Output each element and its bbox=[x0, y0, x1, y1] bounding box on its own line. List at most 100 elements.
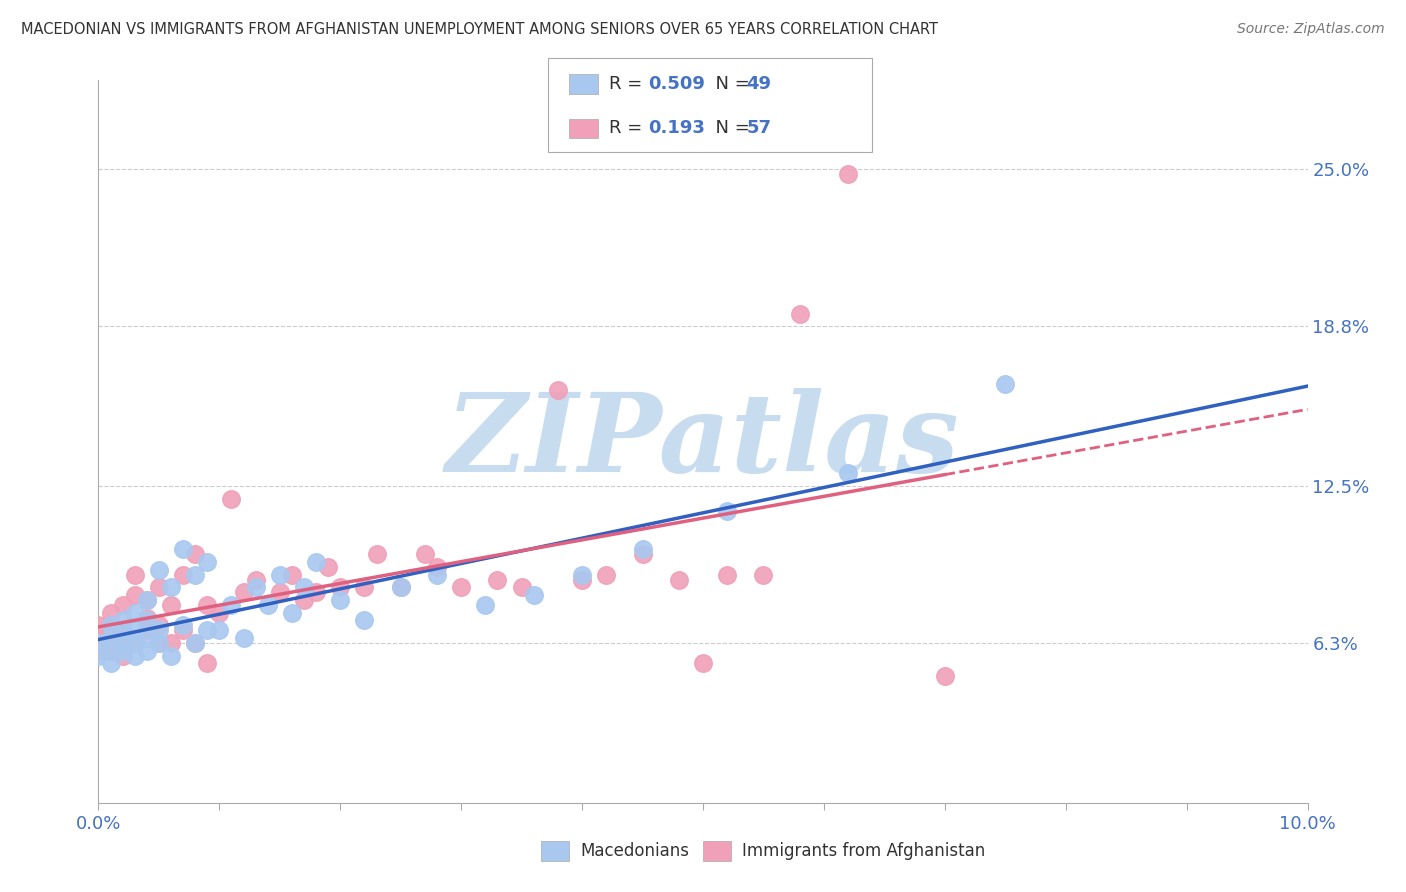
Point bbox=[571, 573, 593, 587]
Point bbox=[281, 567, 304, 582]
Point bbox=[184, 636, 207, 650]
Point bbox=[148, 636, 170, 650]
Point bbox=[426, 560, 449, 574]
Point bbox=[87, 618, 110, 632]
Point bbox=[172, 618, 194, 632]
Point bbox=[195, 598, 218, 612]
Text: 0.509: 0.509 bbox=[648, 75, 704, 93]
Point bbox=[184, 567, 207, 582]
Point bbox=[221, 598, 243, 612]
Point bbox=[221, 491, 243, 506]
Point bbox=[111, 624, 134, 638]
Point bbox=[135, 631, 157, 645]
Point bbox=[486, 573, 509, 587]
Point bbox=[195, 624, 218, 638]
Point bbox=[87, 643, 110, 657]
Point bbox=[100, 618, 122, 632]
Point bbox=[474, 598, 496, 612]
Text: N =: N = bbox=[704, 75, 756, 93]
Point bbox=[631, 542, 654, 557]
Point bbox=[160, 648, 183, 663]
Point bbox=[124, 606, 146, 620]
Point bbox=[523, 588, 546, 602]
Point bbox=[111, 648, 134, 663]
Point bbox=[353, 613, 375, 627]
Point bbox=[135, 624, 157, 638]
Point bbox=[547, 383, 569, 397]
Point bbox=[353, 580, 375, 594]
Point bbox=[245, 580, 267, 594]
Point bbox=[668, 573, 690, 587]
Text: ZIPatlas: ZIPatlas bbox=[446, 388, 960, 495]
Point bbox=[716, 567, 738, 582]
Point bbox=[124, 567, 146, 582]
Point bbox=[195, 555, 218, 569]
Point bbox=[160, 636, 183, 650]
Point bbox=[172, 624, 194, 638]
Point bbox=[135, 611, 157, 625]
Point bbox=[87, 636, 110, 650]
Point bbox=[994, 377, 1017, 392]
Point bbox=[232, 631, 254, 645]
Point bbox=[124, 636, 146, 650]
Point bbox=[100, 643, 122, 657]
Point bbox=[124, 588, 146, 602]
Point bbox=[172, 542, 194, 557]
Point bbox=[100, 606, 122, 620]
Text: 49: 49 bbox=[747, 75, 772, 93]
Text: 0.193: 0.193 bbox=[648, 120, 704, 137]
Point bbox=[111, 636, 134, 650]
Point bbox=[124, 624, 146, 638]
Point bbox=[100, 618, 122, 632]
Point bbox=[148, 563, 170, 577]
Point bbox=[124, 648, 146, 663]
Point bbox=[426, 567, 449, 582]
Text: R =: R = bbox=[609, 75, 648, 93]
Point bbox=[148, 636, 170, 650]
Point bbox=[269, 585, 291, 599]
Point bbox=[100, 643, 122, 657]
Point bbox=[135, 593, 157, 607]
Point bbox=[111, 613, 134, 627]
Text: R =: R = bbox=[609, 120, 648, 137]
Point bbox=[510, 580, 533, 594]
Point bbox=[245, 573, 267, 587]
Point bbox=[172, 567, 194, 582]
Point bbox=[329, 580, 352, 594]
Point bbox=[571, 567, 593, 582]
Point bbox=[111, 598, 134, 612]
Point bbox=[208, 606, 231, 620]
Text: Immigrants from Afghanistan: Immigrants from Afghanistan bbox=[742, 842, 986, 860]
Point bbox=[366, 547, 388, 561]
Text: Source: ZipAtlas.com: Source: ZipAtlas.com bbox=[1237, 22, 1385, 37]
Point bbox=[148, 580, 170, 594]
Point bbox=[111, 624, 134, 638]
Point bbox=[837, 467, 859, 481]
Point bbox=[716, 504, 738, 518]
Point bbox=[135, 613, 157, 627]
Text: Macedonians: Macedonians bbox=[581, 842, 690, 860]
Point bbox=[837, 167, 859, 181]
Point bbox=[111, 636, 134, 650]
Point bbox=[329, 593, 352, 607]
Text: 57: 57 bbox=[747, 120, 772, 137]
Point bbox=[389, 580, 412, 594]
Point bbox=[100, 631, 122, 645]
Text: N =: N = bbox=[704, 120, 756, 137]
Point bbox=[160, 598, 183, 612]
Point bbox=[450, 580, 472, 594]
Point bbox=[305, 555, 328, 569]
Point bbox=[789, 306, 811, 320]
Point bbox=[208, 624, 231, 638]
Point bbox=[389, 580, 412, 594]
Point bbox=[281, 606, 304, 620]
Point bbox=[87, 648, 110, 663]
Point bbox=[232, 585, 254, 599]
Point bbox=[184, 636, 207, 650]
Point bbox=[752, 567, 775, 582]
Point bbox=[292, 593, 315, 607]
Point bbox=[135, 643, 157, 657]
Text: MACEDONIAN VS IMMIGRANTS FROM AFGHANISTAN UNEMPLOYMENT AMONG SENIORS OVER 65 YEA: MACEDONIAN VS IMMIGRANTS FROM AFGHANISTA… bbox=[21, 22, 938, 37]
Point bbox=[195, 657, 218, 671]
Point bbox=[256, 598, 278, 612]
